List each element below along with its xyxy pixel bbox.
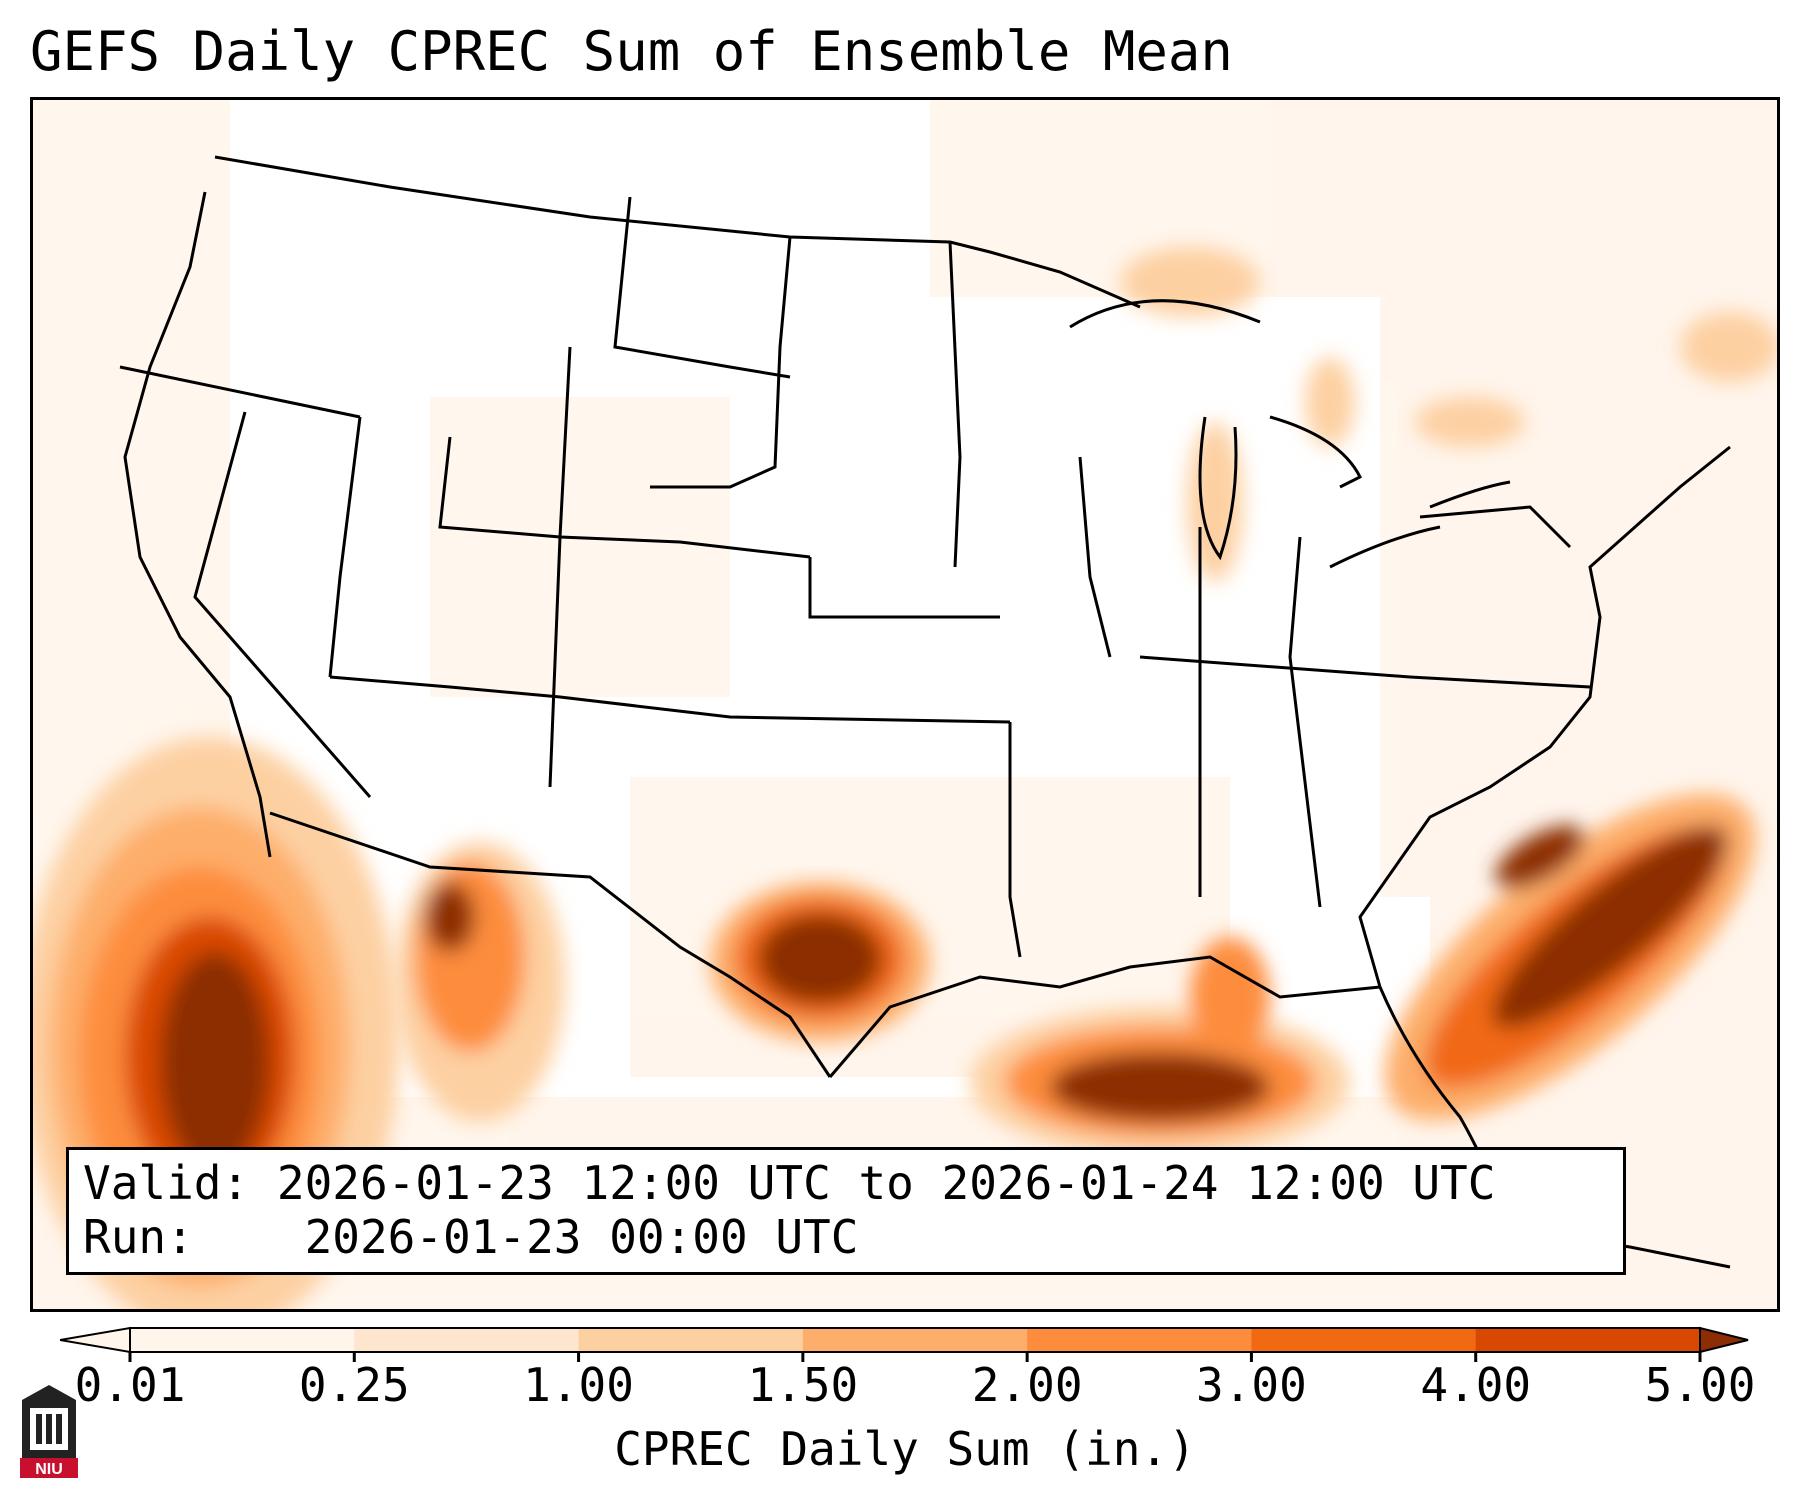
colorbar	[60, 1326, 1749, 1362]
run-label: Run:	[83, 1210, 194, 1264]
gulf-precip	[970, 937, 1350, 1157]
map-frame-border	[30, 97, 1780, 1312]
colorbar-extend-min	[60, 1326, 131, 1354]
colorbar-segments	[60, 1326, 1749, 1354]
arizona-precip	[395, 842, 565, 1122]
colorbar-segment	[354, 1328, 580, 1352]
colorbar-extend-max	[1699, 1326, 1749, 1354]
atlantic-precip	[1384, 793, 1756, 1121]
colorbar-tick-label: 0.01	[74, 1358, 186, 1412]
great-lakes	[1069, 299, 1511, 569]
colorbar-outline	[129, 1327, 1701, 1353]
colorbar-tick-label: 1.50	[747, 1358, 859, 1412]
page-title: GEFS Daily CPREC Sum of Ensemble Mean	[30, 20, 1233, 83]
colorbar-tick-label: 4.00	[1420, 1358, 1532, 1412]
valid-label: Valid:	[83, 1156, 250, 1210]
colorbar-ticks	[128, 1352, 1702, 1362]
colorbar-tick-label: 5.00	[1644, 1358, 1756, 1412]
svg-text:NIU: NIU	[35, 1461, 63, 1478]
colorbar-segment	[1251, 1328, 1477, 1352]
colorbar-segment	[1027, 1328, 1252, 1352]
valid-time: 2026-01-23 12:00 UTC to 2026-01-24 12:00…	[276, 1156, 1496, 1210]
run-time: 2026-01-23 00:00 UTC	[304, 1210, 859, 1264]
colorbar-tick-label: 3.00	[1196, 1358, 1307, 1412]
niu-logo: NIU	[20, 1385, 78, 1478]
state-borders	[119, 155, 1731, 1078]
colorbar-label: CPREC Daily Sum (in.)	[614, 1422, 1196, 1476]
colorbar-tick-label: 0.25	[298, 1358, 410, 1412]
colorbar-segment	[802, 1328, 1028, 1352]
valid-run-info-box: Valid: 2026-01-23 12:00 UTC to 2026-01-2…	[66, 1147, 1626, 1275]
colorbar-segment	[130, 1328, 355, 1352]
colorbar-tick-label: 1.00	[523, 1358, 634, 1412]
colorbar-tick-label: 2.00	[971, 1358, 1083, 1412]
colorbar-segment	[578, 1328, 804, 1352]
precip-map	[30, 97, 1780, 1312]
texas-precip	[710, 882, 930, 1042]
colorbar-segment	[1475, 1328, 1701, 1352]
